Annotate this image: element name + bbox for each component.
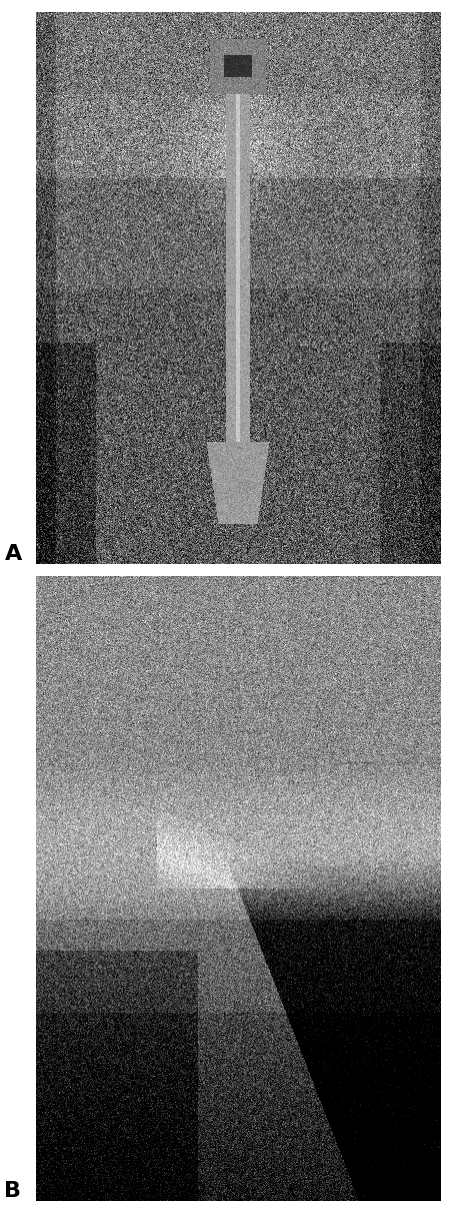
Text: B: B	[4, 1181, 22, 1201]
Text: A: A	[4, 545, 22, 564]
